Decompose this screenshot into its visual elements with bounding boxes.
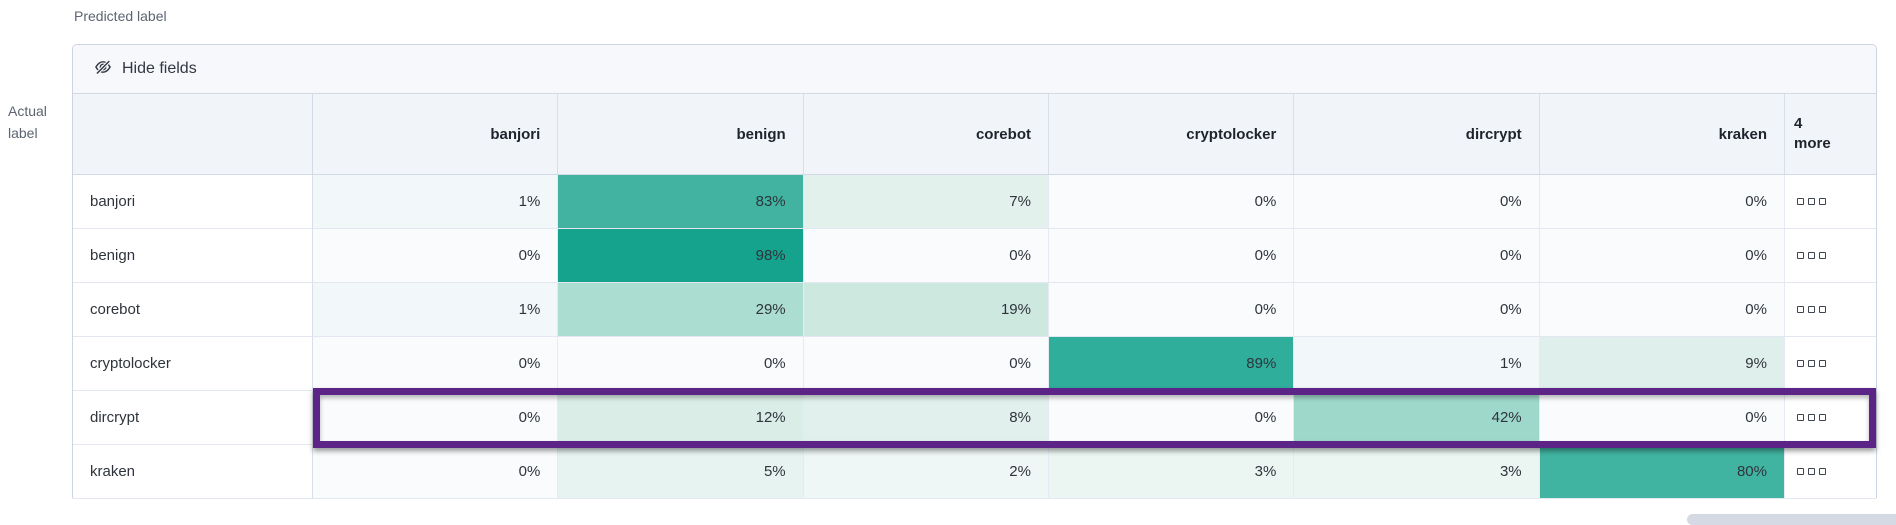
matrix-cell[interactable]: 89% <box>1048 337 1295 391</box>
matrix-cell[interactable]: 9% <box>1539 337 1785 391</box>
boxes-horizontal-icon <box>1796 198 1804 205</box>
matrix-cell[interactable]: 0% <box>313 229 559 283</box>
row-label-kraken[interactable]: kraken <box>73 445 313 499</box>
matrix-cell[interactable]: 1% <box>313 175 559 229</box>
matrix-table: banjori benign corebot cryptolocker dirc… <box>73 94 1876 499</box>
matrix-cell[interactable]: 0% <box>1294 229 1540 283</box>
matrix-cell[interactable]: 0% <box>1048 175 1295 229</box>
matrix-cell[interactable]: 0% <box>803 229 1049 283</box>
matrix-cell[interactable]: 1% <box>313 283 559 337</box>
matrix-cell[interactable]: 0% <box>558 337 804 391</box>
predicted-axis-label: Predicted label <box>74 8 167 24</box>
row-actions-button[interactable] <box>1784 229 1876 283</box>
matrix-cell[interactable]: 80% <box>1539 445 1785 499</box>
matrix-cell[interactable]: 12% <box>558 391 804 445</box>
matrix-cell[interactable]: 29% <box>558 283 804 337</box>
boxes-horizontal-icon <box>1796 306 1804 313</box>
boxes-horizontal-icon <box>1796 414 1804 421</box>
matrix-cell[interactable]: 3% <box>1294 445 1540 499</box>
more-columns-word: more <box>1793 135 1831 152</box>
matrix-cell[interactable]: 0% <box>1294 283 1540 337</box>
matrix-cell[interactable]: 0% <box>1294 175 1540 229</box>
col-header-kraken[interactable]: kraken <box>1539 94 1785 175</box>
matrix-cell[interactable]: 98% <box>558 229 804 283</box>
actual-axis-line1: Actual <box>8 103 47 119</box>
matrix-cell[interactable]: 0% <box>313 391 559 445</box>
matrix-cell[interactable]: 8% <box>803 391 1049 445</box>
matrix-cell[interactable]: 7% <box>803 175 1049 229</box>
col-header-cryptolocker[interactable]: cryptolocker <box>1048 94 1295 175</box>
matrix-cell[interactable]: 42% <box>1294 391 1540 445</box>
row-label-banjori[interactable]: banjori <box>73 175 313 229</box>
row-label-benign[interactable]: benign <box>73 229 313 283</box>
matrix-cell[interactable]: 0% <box>1539 229 1785 283</box>
matrix-cell[interactable]: 0% <box>1048 229 1295 283</box>
matrix-cell[interactable]: 83% <box>558 175 804 229</box>
more-columns-count: 4 <box>1793 115 1803 132</box>
matrix-cell[interactable]: 0% <box>1539 175 1785 229</box>
matrix-cell[interactable]: 0% <box>1539 391 1785 445</box>
more-columns-header[interactable]: 4 more <box>1784 94 1876 175</box>
col-header-corebot[interactable]: corebot <box>803 94 1049 175</box>
boxes-horizontal-icon <box>1796 360 1804 367</box>
row-actions-button[interactable] <box>1784 283 1876 337</box>
horizontal-scrollbar-thumb[interactable] <box>1687 514 1896 525</box>
row-actions-button[interactable] <box>1784 391 1876 445</box>
confusion-matrix-grid: Hide fields banjori benign corebot crypt… <box>72 44 1877 499</box>
matrix-cell[interactable]: 0% <box>313 337 559 391</box>
matrix-cell[interactable]: 5% <box>558 445 804 499</box>
matrix-cell[interactable]: 0% <box>1539 283 1785 337</box>
col-header-dircrypt[interactable]: dircrypt <box>1294 94 1540 175</box>
matrix-cell[interactable]: 0% <box>1048 283 1295 337</box>
matrix-cell[interactable]: 3% <box>1048 445 1295 499</box>
matrix-cell[interactable]: 0% <box>1048 391 1295 445</box>
boxes-horizontal-icon <box>1796 252 1804 259</box>
actual-axis-line2: label <box>8 125 38 141</box>
matrix-cell[interactable]: 1% <box>1294 337 1540 391</box>
row-actions-button[interactable] <box>1784 445 1876 499</box>
eye-closed-icon <box>94 58 112 81</box>
row-label-corebot[interactable]: corebot <box>73 283 313 337</box>
actual-axis-label: Actual label <box>8 100 47 144</box>
row-actions-button[interactable] <box>1784 337 1876 391</box>
col-header-banjori[interactable]: banjori <box>313 94 559 175</box>
corner-header-cell <box>73 94 313 175</box>
row-actions-button[interactable] <box>1784 175 1876 229</box>
boxes-horizontal-icon <box>1796 468 1804 475</box>
hide-fields-label: Hide fields <box>122 60 197 77</box>
matrix-cell[interactable]: 2% <box>803 445 1049 499</box>
matrix-cell[interactable]: 0% <box>803 337 1049 391</box>
col-header-benign[interactable]: benign <box>558 94 804 175</box>
row-label-dircrypt[interactable]: dircrypt <box>73 391 313 445</box>
matrix-cell[interactable]: 0% <box>313 445 559 499</box>
matrix-cell[interactable]: 19% <box>803 283 1049 337</box>
hide-fields-button[interactable]: Hide fields <box>73 45 1876 94</box>
row-label-cryptolocker[interactable]: cryptolocker <box>73 337 313 391</box>
